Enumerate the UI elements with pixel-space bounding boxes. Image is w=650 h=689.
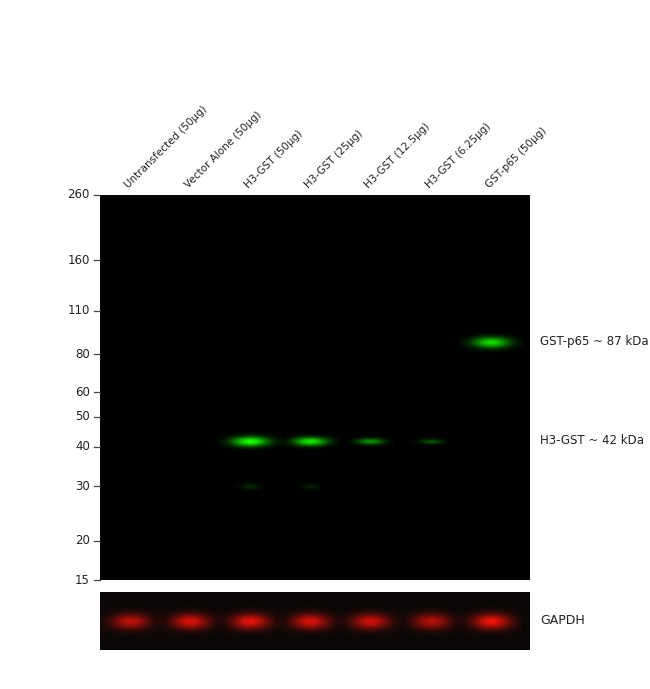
Text: H3-GST ~ 42 kDa: H3-GST ~ 42 kDa (540, 435, 644, 447)
Text: 30: 30 (75, 480, 90, 493)
Text: 260: 260 (68, 189, 90, 201)
Text: GST-p65 (50μg): GST-p65 (50μg) (484, 125, 549, 190)
Text: 15: 15 (75, 573, 90, 586)
Text: H3-GST (50μg): H3-GST (50μg) (243, 128, 305, 190)
Text: 50: 50 (75, 411, 90, 424)
Text: GAPDH: GAPDH (540, 615, 585, 628)
Text: 60: 60 (75, 386, 90, 398)
Text: Vector Alone (50μg): Vector Alone (50μg) (183, 110, 263, 190)
Text: 80: 80 (75, 347, 90, 360)
Text: GST-p65 ~ 87 kDa: GST-p65 ~ 87 kDa (540, 336, 649, 349)
Text: H3-GST (12.5μg): H3-GST (12.5μg) (363, 121, 432, 190)
Text: H3-GST (6.25μg): H3-GST (6.25μg) (424, 121, 493, 190)
Text: 110: 110 (68, 305, 90, 318)
Text: 40: 40 (75, 440, 90, 453)
Text: 20: 20 (75, 535, 90, 548)
Text: 160: 160 (68, 254, 90, 267)
Text: Untransfected (50μg): Untransfected (50μg) (123, 104, 209, 190)
Text: H3-GST (25μg): H3-GST (25μg) (303, 128, 365, 190)
